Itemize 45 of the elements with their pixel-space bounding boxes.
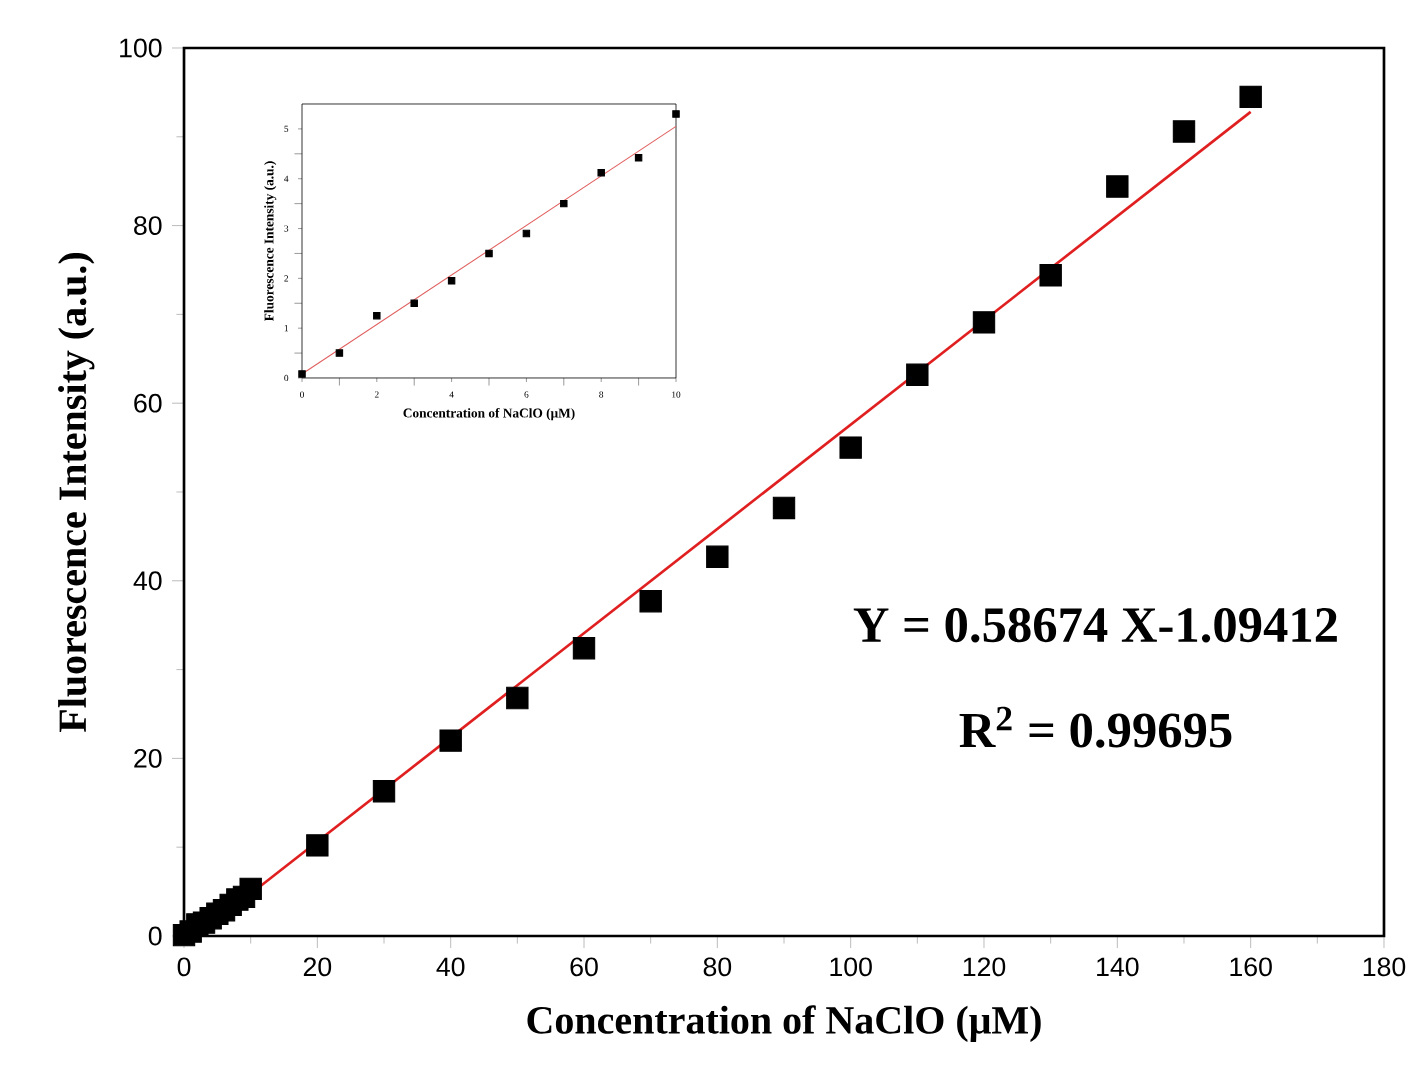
y-tick-label: 80 xyxy=(134,216,162,236)
point xyxy=(335,349,344,357)
point xyxy=(1239,85,1262,109)
point xyxy=(972,311,996,334)
x-tick-label: 120 xyxy=(963,957,1006,977)
point xyxy=(372,780,396,803)
point xyxy=(1039,264,1062,287)
x-tick-label: 0 xyxy=(177,957,191,977)
x-tick-label: 160 xyxy=(1230,957,1272,977)
x-tick-label: 180 xyxy=(1363,957,1406,977)
point xyxy=(839,436,862,459)
point xyxy=(772,496,796,520)
point xyxy=(306,834,329,857)
point xyxy=(572,637,596,660)
x-axis-title: Concentration of NaClO (μM) xyxy=(527,1005,1041,1042)
y-axis-title: Fluorescence Intensity (a.u.) xyxy=(58,253,95,733)
x-tick-label: 100 xyxy=(830,957,872,977)
point xyxy=(439,729,462,752)
point xyxy=(1172,120,1196,143)
annotation: Y = 0.58674 X-1.09412 xyxy=(853,608,1337,643)
point xyxy=(485,249,493,258)
annotation: R$^{2}$ = 0.99695 xyxy=(959,706,1232,748)
point xyxy=(373,311,381,320)
y-tick-label: 40 xyxy=(133,571,162,591)
x-tick-label: 40 xyxy=(436,957,465,977)
point xyxy=(639,590,662,613)
x-tick-label: 60 xyxy=(570,957,598,977)
x-tick-label: 140 xyxy=(1097,957,1139,977)
point xyxy=(560,199,568,208)
point xyxy=(672,110,680,118)
point xyxy=(506,686,529,710)
y-tick-label: 100 xyxy=(120,38,162,58)
point xyxy=(239,877,262,901)
y-tick-label: 0 xyxy=(148,926,162,946)
x-tick-label: 20 xyxy=(303,957,332,977)
point xyxy=(1106,175,1129,198)
point xyxy=(906,363,929,386)
point xyxy=(447,277,456,285)
point xyxy=(597,169,605,177)
point xyxy=(706,545,729,569)
point xyxy=(634,154,643,162)
point xyxy=(410,299,418,307)
point xyxy=(298,370,306,378)
y-tick-label: 20 xyxy=(134,748,162,768)
x-tick-label: 80 xyxy=(703,957,732,977)
